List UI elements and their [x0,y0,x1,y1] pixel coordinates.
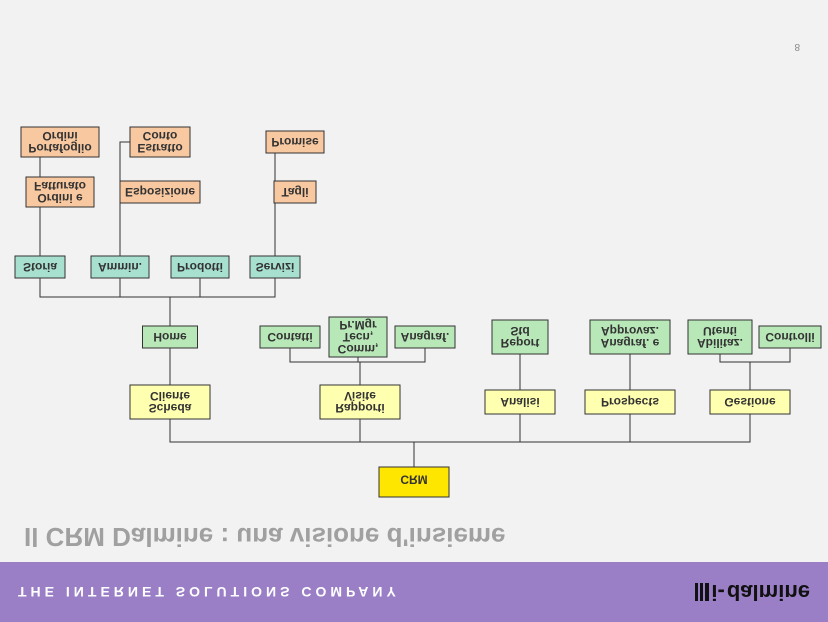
svg-text:Gestione: Gestione [724,395,776,409]
node-analisi: Analisi [485,390,555,414]
svg-text:Ordini e: Ordini e [37,191,83,205]
svg-text:Analisi: Analisi [500,395,539,409]
node-prodotti: Prodotti [171,256,229,278]
svg-text:Report: Report [501,336,540,350]
svg-text:Fatturato: Fatturato [34,179,86,193]
node-tagli: Tagli [274,181,316,203]
node-home: Home [143,326,198,348]
node-anagapp: Anagraf. eApprovaz. [590,320,670,354]
svg-text:Anagraf. e: Anagraf. e [601,336,660,350]
svg-text:Visite: Visite [344,389,376,403]
node-estratto: EstrattoConto [130,127,190,157]
svg-text:Ordini: Ordini [42,129,77,143]
svg-text:Storia: Storia [23,260,57,274]
page-number: 8 [794,41,800,52]
svg-text:CRM: CRM [400,473,427,487]
node-abilitaz: Abilitaz.Utenti [688,320,752,354]
svg-text:Tecn,: Tecn, [343,330,373,344]
svg-text:Prospects: Prospects [601,395,659,409]
svg-text:Pr.Mgr: Pr.Mgr [339,318,377,332]
slide-canvas: THE INTERNET SOLUTIONS COMPANY i-dalmine… [0,0,828,622]
node-portord: PortafoglioOrdini [21,127,99,157]
svg-text:Comm,: Comm, [338,342,379,356]
svg-text:Esposizione: Esposizione [125,185,195,199]
svg-text:Estratto: Estratto [137,141,182,155]
node-servizi: Servizi [250,256,300,278]
svg-text:Rapporti: Rapporti [335,401,384,415]
svg-text:Servizi: Servizi [256,260,295,274]
svg-text:Approvaz.: Approvaz. [601,324,659,338]
svg-text:Utenti: Utenti [703,324,737,338]
node-crm: CRM [379,467,449,497]
node-contatti: Contatti [260,326,320,348]
svg-text:Home: Home [153,330,187,344]
node-anagraf: Anagraf. [395,326,455,348]
logo-bars-icon [695,583,709,601]
node-report: ReportStd [492,320,548,354]
svg-text:Abilitaz.: Abilitaz. [697,336,743,350]
svg-text:Controlli: Controlli [765,330,814,344]
node-ammin: Ammin. [91,256,149,278]
node-espos: Esposizione [120,181,200,203]
node-rapporti: RapportiVisite [320,385,400,419]
node-ordfat: Ordini eFatturato [26,177,94,207]
svg-text:Contatti: Contatti [267,330,312,344]
svg-text:Tagli: Tagli [281,185,308,199]
node-storia: Storia [15,256,65,278]
svg-text:Portafoglio: Portafoglio [28,141,91,155]
svg-text:Ammin.: Ammin. [98,260,142,274]
brand-prefix: i- [711,579,724,605]
org-tree: CRM SchedaCliente RapportiVisite Analisi Pro… [0,12,828,512]
brand-logo: i-dalmine [695,579,810,605]
svg-text:Cliente: Cliente [150,389,190,403]
node-scheda: SchedaCliente [130,385,210,419]
brand-main: dalmine [727,579,810,605]
node-promise: Promise [266,131,324,153]
svg-text:Promise: Promise [271,135,319,149]
header-banner: THE INTERNET SOLUTIONS COMPANY i-dalmine [0,562,828,622]
node-controlli: Controlli [759,326,821,348]
svg-text:Prodotti: Prodotti [177,260,223,274]
tagline: THE INTERNET SOLUTIONS COMPANY [18,584,400,600]
svg-text:Scheda: Scheda [149,401,192,415]
svg-text:Conto: Conto [143,129,178,143]
node-gestione: Gestione [710,390,790,414]
slide-title: Il CRM Dalmine : una visione d'insieme [24,521,506,552]
node-comm: Comm,Tecn,Pr.Mgr [329,317,387,357]
node-prospects: Prospects [585,390,675,414]
svg-text:Anagraf.: Anagraf. [401,330,450,344]
svg-text:Std: Std [510,324,529,338]
